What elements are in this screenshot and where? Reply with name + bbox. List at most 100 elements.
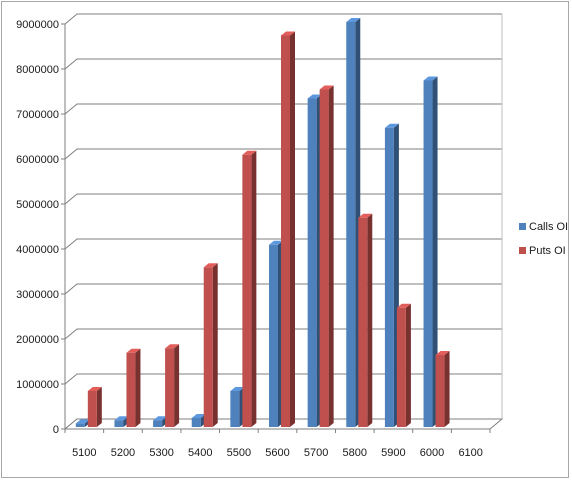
x-tick-label: 5100 xyxy=(72,447,96,459)
bar-front xyxy=(191,418,201,427)
x-tick-label: 5300 xyxy=(149,447,173,459)
bar-top xyxy=(191,414,206,418)
y-tick-label: 9000000 xyxy=(16,19,59,31)
bars xyxy=(75,18,450,427)
bar-puts xyxy=(165,344,180,427)
x-tick-label: 5900 xyxy=(381,447,405,459)
bar-top xyxy=(165,344,180,349)
gridline xyxy=(64,193,502,205)
bar-puts xyxy=(396,303,411,427)
bar-front xyxy=(346,22,356,427)
gridline xyxy=(64,103,502,115)
bar-front xyxy=(165,348,175,427)
y-tick-label: 2000000 xyxy=(16,334,59,346)
bar-front xyxy=(75,423,85,427)
bar-top xyxy=(87,387,102,391)
bar-top xyxy=(75,419,90,424)
bar-front xyxy=(307,98,317,427)
bar-side xyxy=(405,303,411,427)
x-tick-label: 5500 xyxy=(227,447,251,459)
bar-top xyxy=(281,31,295,36)
bar-front xyxy=(126,352,136,427)
bar-front xyxy=(396,307,406,427)
y-tick-label: 3000000 xyxy=(16,289,59,301)
bar-side xyxy=(432,76,438,427)
bar-chart: 0 1000000 2000000 3000000 4000000 5000000 6000… xyxy=(16,13,568,459)
bar-front xyxy=(384,127,394,427)
bar-top xyxy=(384,123,399,128)
bar-side xyxy=(212,263,218,427)
y-tick-label: 0 xyxy=(53,424,59,436)
y-tick-label: 6000000 xyxy=(16,154,59,166)
bar-calls xyxy=(230,387,245,427)
bar-front xyxy=(358,217,368,427)
bar-top xyxy=(358,213,373,218)
bar-calls xyxy=(307,94,322,427)
bar-calls xyxy=(423,76,438,427)
bar-front xyxy=(319,89,329,427)
bar-calls xyxy=(346,18,361,427)
legend-swatch-calls xyxy=(519,223,526,230)
gridline xyxy=(64,13,502,25)
bar-front xyxy=(242,154,252,427)
legend-label-calls: Calls OI xyxy=(529,221,568,233)
x-tick-labels: 5100 5200 5300 5400 5500 5600 5700 5800 5900 6000… xyxy=(72,447,483,459)
bar-top xyxy=(230,387,245,391)
bar-puts xyxy=(87,387,102,427)
bar-top xyxy=(114,416,129,421)
bar-puts xyxy=(281,31,295,427)
y-tick-label: 4000000 xyxy=(16,244,59,256)
bar-top xyxy=(203,263,218,268)
bar-side xyxy=(367,213,373,427)
bar-top xyxy=(319,85,334,90)
bar-side xyxy=(290,31,295,427)
bar-front xyxy=(153,420,163,427)
bar-puts xyxy=(319,85,334,427)
x-tick-label: 5400 xyxy=(188,447,212,459)
bar-front xyxy=(269,244,278,427)
bar-front xyxy=(114,420,124,427)
bar-puts xyxy=(358,213,373,427)
bar-top xyxy=(423,76,438,81)
bar-puts xyxy=(203,263,218,427)
bar-calls xyxy=(269,240,283,427)
legend-label-puts: Puts OI xyxy=(529,245,566,257)
bar-top xyxy=(242,150,257,155)
x-tick-label: 5800 xyxy=(343,447,367,459)
bar-side xyxy=(251,150,257,427)
y-tick-label: 7000000 xyxy=(16,109,59,121)
bar-side xyxy=(328,85,334,427)
bar-calls xyxy=(384,123,399,427)
x-tick-label: 6000 xyxy=(420,447,444,459)
bar-side xyxy=(135,348,141,427)
bar-front xyxy=(203,267,213,427)
x-tick-label: 6100 xyxy=(458,447,482,459)
bar-top xyxy=(269,240,283,245)
y-tick-label: 5000000 xyxy=(16,199,59,211)
bar-front xyxy=(230,391,240,427)
bar-puts xyxy=(126,348,141,427)
gridline xyxy=(64,58,502,70)
gridline xyxy=(64,148,502,160)
bar-top xyxy=(153,416,168,421)
bar-side xyxy=(96,387,102,427)
bar-top xyxy=(346,18,361,22)
x-tick-label: 5700 xyxy=(304,447,328,459)
bar-top xyxy=(126,348,141,353)
bar-puts xyxy=(435,351,450,427)
bar-top xyxy=(396,303,411,308)
legend: Calls OI Puts OI xyxy=(519,221,568,257)
legend-swatch-puts xyxy=(519,247,526,254)
bar-top xyxy=(435,351,450,355)
bar-front xyxy=(281,35,290,427)
bar-front xyxy=(423,80,433,427)
bar-front xyxy=(435,355,445,427)
bar-side xyxy=(444,351,450,427)
bar-top xyxy=(307,94,322,99)
bar-front xyxy=(87,391,97,427)
y-tick-label: 8000000 xyxy=(16,64,59,76)
y-tick-label: 1000000 xyxy=(16,379,59,391)
x-tick-label: 5200 xyxy=(111,447,135,459)
bar-puts xyxy=(242,150,257,427)
